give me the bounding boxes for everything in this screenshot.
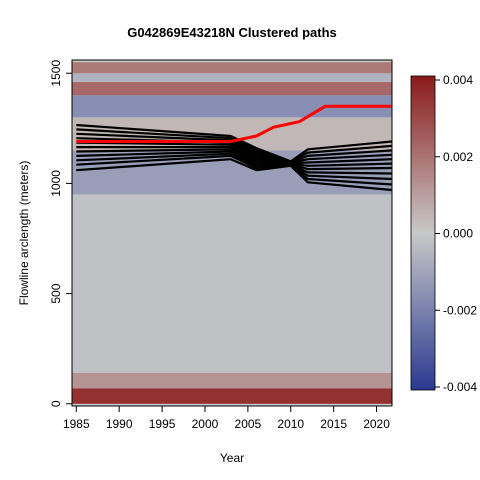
heatmap-band (72, 73, 392, 83)
cluster-path-line (76, 128, 392, 163)
x-tick-label: 1985 (63, 417, 90, 431)
y-axis-label: Flowline arclength (meters) (17, 161, 31, 306)
colorbar-tick-label: -0.002 (443, 303, 477, 317)
cluster-path-line (76, 148, 392, 171)
highlighted-path-line (76, 104, 392, 143)
x-tick-label: 2015 (320, 417, 347, 431)
x-tick-label: 2010 (277, 417, 304, 431)
x-tick-label: 2000 (192, 417, 219, 431)
colorbar-tick-label: -0.004 (443, 380, 477, 394)
colorbar (410, 75, 436, 391)
x-tick-label: 1995 (149, 417, 176, 431)
y-tick-label: 1500 (49, 60, 63, 87)
y-tick-label: 0 (49, 400, 63, 407)
heatmap-background (72, 60, 392, 406)
y-tick-label: 1000 (49, 170, 63, 197)
heatmap-band (72, 372, 392, 389)
heatmap-band (72, 95, 392, 118)
y-axis: 0 500 1000 1500 (49, 60, 72, 407)
x-tick-label: 2005 (235, 417, 262, 431)
colorbar-tick-label: 0.000 (443, 227, 473, 241)
cluster-path-line (76, 152, 392, 181)
cluster-path-line (76, 141, 392, 165)
colorbar-tick-label: 0.004 (443, 73, 473, 87)
colorbar-axis: 0.004 0.002 0.000 -0.002 -0.004 (435, 73, 477, 394)
cluster-path-line (76, 132, 392, 164)
cluster-path-line (76, 158, 392, 192)
cluster-path-line (76, 146, 392, 167)
cluster-path-line (76, 150, 392, 175)
x-tick-label: 2020 (363, 417, 390, 431)
cluster-path-line (76, 154, 392, 186)
heatmap-band (72, 388, 392, 404)
heatmap-band (72, 194, 392, 373)
colorbar-tick-label: 0.002 (443, 150, 473, 164)
cluster-path-line (76, 123, 392, 163)
x-tick-label: 1990 (106, 417, 133, 431)
plot-frame (71, 59, 393, 407)
y-tick-label: 500 (49, 283, 63, 303)
heatmap-band (72, 62, 392, 74)
chart-title: G042869E43218N Clustered paths (127, 25, 337, 40)
heatmap-band (72, 82, 392, 96)
path-series (76, 104, 392, 192)
x-axis-label: Year (220, 451, 244, 465)
x-axis: 1985 1990 1995 2000 2005 2010 2015 2020 (63, 406, 390, 431)
